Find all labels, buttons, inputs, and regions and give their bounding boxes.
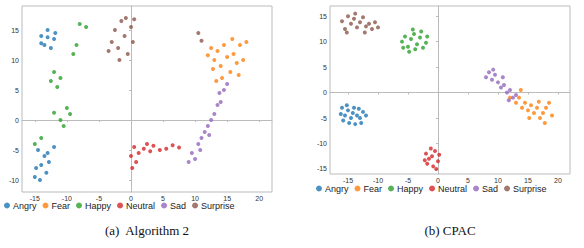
svg-text:10: 10	[191, 195, 199, 202]
svg-text:10: 10	[319, 38, 327, 45]
svg-text:15: 15	[524, 177, 532, 184]
svg-text:Angry: Angry	[13, 201, 37, 211]
svg-text:-15: -15	[342, 177, 354, 184]
svg-text:Angry: Angry	[325, 184, 349, 194]
svg-text:Neutral: Neutral	[126, 201, 155, 211]
svg-text:Sad: Sad	[482, 184, 498, 194]
svg-text:0: 0	[129, 195, 133, 202]
svg-text:Happy: Happy	[85, 201, 112, 211]
svg-text:0: 0	[323, 89, 327, 96]
svg-text:-15: -15	[29, 195, 40, 202]
svg-text:-5: -5	[95, 195, 102, 202]
svg-text:-10: -10	[61, 195, 72, 202]
svg-text:Surprise: Surprise	[201, 201, 235, 211]
svg-text:Surprise: Surprise	[513, 184, 547, 194]
svg-text:0: 0	[436, 177, 440, 184]
svg-text:-10: -10	[372, 177, 384, 184]
svg-text:0: 0	[15, 117, 19, 124]
svg-text:15: 15	[319, 13, 327, 20]
svg-text:Happy: Happy	[397, 184, 424, 194]
svg-text:20: 20	[255, 195, 263, 202]
svg-text:15: 15	[223, 195, 231, 202]
svg-text:-5: -5	[404, 177, 412, 184]
svg-text:-5: -5	[321, 115, 327, 122]
svg-text:Fear: Fear	[364, 184, 383, 194]
svg-text:15: 15	[11, 27, 19, 34]
svg-text:Fear: Fear	[52, 201, 71, 211]
svg-text:20: 20	[554, 177, 562, 184]
svg-text:-15: -15	[317, 165, 327, 172]
svg-text:(b) CPAC: (b) CPAC	[424, 223, 475, 238]
svg-text:5: 5	[161, 195, 165, 202]
svg-text:-5: -5	[13, 147, 19, 154]
svg-text:(a) Algorithm 2: (a) Algorithm 2	[105, 223, 189, 238]
svg-text:10: 10	[11, 57, 19, 64]
svg-text:-10: -10	[9, 177, 19, 184]
svg-text:Neutral: Neutral	[438, 184, 467, 194]
svg-text:-10: -10	[317, 140, 327, 147]
svg-text:Sad: Sad	[170, 201, 186, 211]
svg-text:10: 10	[494, 177, 502, 184]
svg-text:5: 5	[15, 87, 19, 94]
svg-text:5: 5	[323, 64, 327, 71]
svg-text:5: 5	[466, 177, 470, 184]
